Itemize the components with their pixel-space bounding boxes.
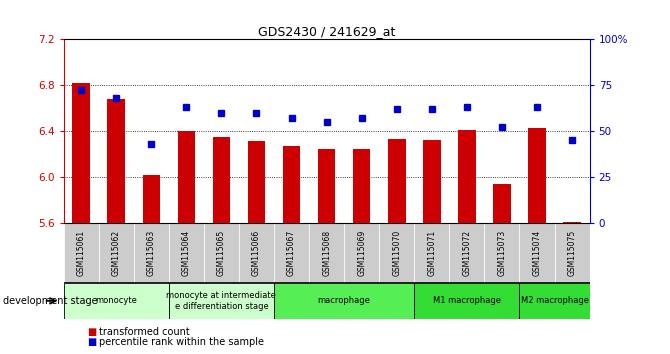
- Text: GSM115074: GSM115074: [533, 230, 541, 276]
- Bar: [178, 131, 195, 223]
- Bar: [169, 223, 204, 283]
- Text: GSM115071: GSM115071: [427, 230, 436, 276]
- Bar: [493, 184, 511, 223]
- Bar: [64, 223, 98, 283]
- Text: percentile rank within the sample: percentile rank within the sample: [99, 337, 264, 347]
- Bar: [458, 130, 476, 223]
- Bar: [563, 222, 581, 223]
- Bar: [98, 223, 134, 283]
- Bar: [414, 283, 519, 319]
- Bar: [64, 283, 169, 319]
- Bar: [318, 149, 336, 223]
- Text: GSM115064: GSM115064: [182, 230, 191, 276]
- Bar: [72, 82, 90, 223]
- Text: monocyte: monocyte: [95, 296, 137, 306]
- Bar: [450, 223, 484, 283]
- Text: ■: ■: [87, 327, 96, 337]
- Bar: [169, 283, 274, 319]
- Bar: [143, 175, 160, 223]
- Bar: [519, 283, 590, 319]
- Bar: [423, 140, 441, 223]
- Bar: [528, 127, 546, 223]
- Bar: [134, 223, 169, 283]
- Text: GSM115067: GSM115067: [287, 230, 296, 276]
- Text: GSM115068: GSM115068: [322, 230, 331, 276]
- Text: GSM115073: GSM115073: [497, 230, 507, 276]
- Bar: [204, 223, 239, 283]
- Bar: [555, 223, 590, 283]
- Bar: [248, 141, 265, 223]
- Bar: [379, 223, 414, 283]
- Bar: [239, 223, 274, 283]
- Text: monocyte at intermediate
e differentiation stage: monocyte at intermediate e differentiati…: [167, 291, 276, 310]
- Text: GSM115062: GSM115062: [112, 230, 121, 276]
- Bar: [107, 99, 125, 223]
- Text: GSM115061: GSM115061: [76, 230, 86, 276]
- Text: ■: ■: [87, 337, 96, 347]
- Bar: [344, 223, 379, 283]
- Text: GSM115072: GSM115072: [462, 230, 472, 276]
- Bar: [274, 223, 309, 283]
- Text: GSM115070: GSM115070: [392, 230, 401, 276]
- Bar: [309, 223, 344, 283]
- Text: GSM115075: GSM115075: [567, 230, 577, 276]
- Text: GSM115069: GSM115069: [357, 230, 366, 276]
- Bar: [388, 139, 405, 223]
- Bar: [212, 137, 230, 223]
- Bar: [353, 149, 371, 223]
- Text: GSM115066: GSM115066: [252, 230, 261, 276]
- Text: M1 macrophage: M1 macrophage: [433, 296, 501, 306]
- Text: transformed count: transformed count: [99, 327, 190, 337]
- Text: macrophage: macrophage: [318, 296, 371, 306]
- Text: GSM115065: GSM115065: [217, 230, 226, 276]
- Bar: [274, 283, 414, 319]
- Text: M2 macrophage: M2 macrophage: [521, 296, 588, 306]
- Text: development stage: development stage: [3, 296, 98, 306]
- Bar: [414, 223, 450, 283]
- Text: GSM115063: GSM115063: [147, 230, 156, 276]
- Bar: [519, 223, 555, 283]
- Title: GDS2430 / 241629_at: GDS2430 / 241629_at: [258, 25, 395, 38]
- Bar: [484, 223, 519, 283]
- Bar: [283, 146, 300, 223]
